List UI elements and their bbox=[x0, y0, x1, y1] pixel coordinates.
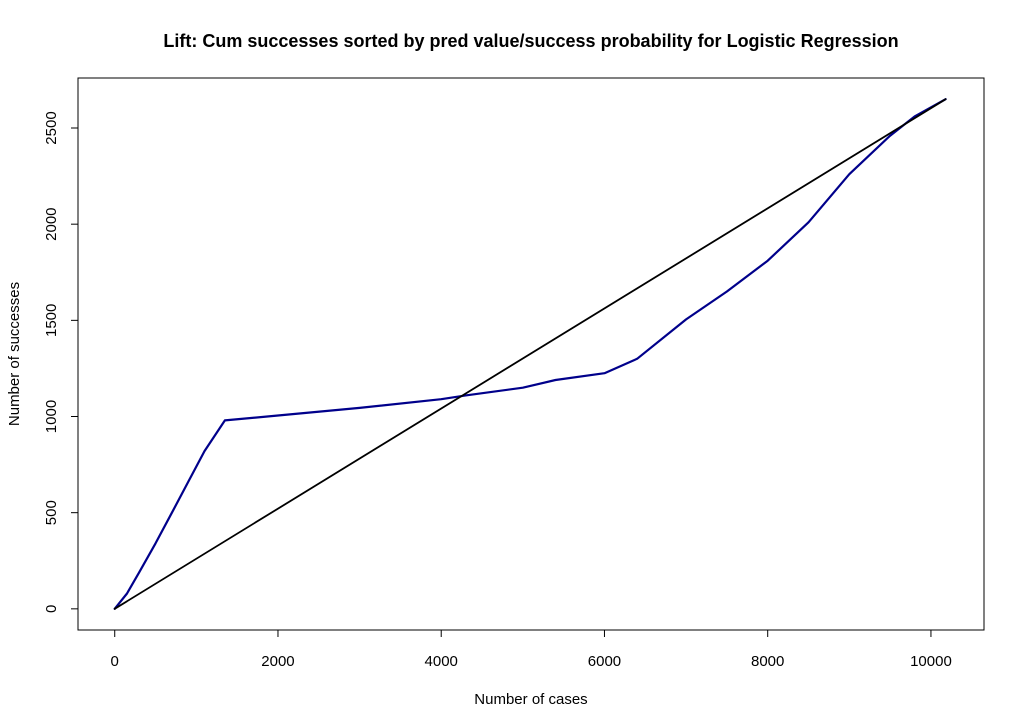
y-tick-label: 2000 bbox=[43, 207, 60, 240]
x-tick-label: 10000 bbox=[910, 653, 952, 670]
chart-title: Lift: Cum successes sorted by pred value… bbox=[163, 31, 898, 51]
series-layer bbox=[113, 98, 947, 610]
x-tick-label: 2000 bbox=[261, 653, 294, 670]
y-tick-label: 0 bbox=[43, 605, 60, 613]
y-tick-label: 500 bbox=[43, 500, 60, 525]
y-axis: 0 500 1000 1500 2000 2500 bbox=[43, 111, 79, 613]
x-axis-label: Number of cases bbox=[474, 691, 587, 708]
baseline-line bbox=[113, 98, 947, 610]
y-axis-label: Number of successes bbox=[6, 282, 23, 426]
x-tick-label: 8000 bbox=[751, 653, 784, 670]
y-tick-label: 1000 bbox=[43, 400, 60, 433]
lift-curve-line bbox=[113, 98, 947, 610]
x-tick-label: 6000 bbox=[588, 653, 621, 670]
y-tick-label: 2500 bbox=[43, 111, 60, 144]
x-tick-label: 4000 bbox=[425, 653, 458, 670]
y-tick-label: 1500 bbox=[43, 304, 60, 337]
x-tick-label: 0 bbox=[111, 653, 119, 670]
x-axis: 0 2000 4000 6000 8000 10000 bbox=[111, 629, 952, 670]
